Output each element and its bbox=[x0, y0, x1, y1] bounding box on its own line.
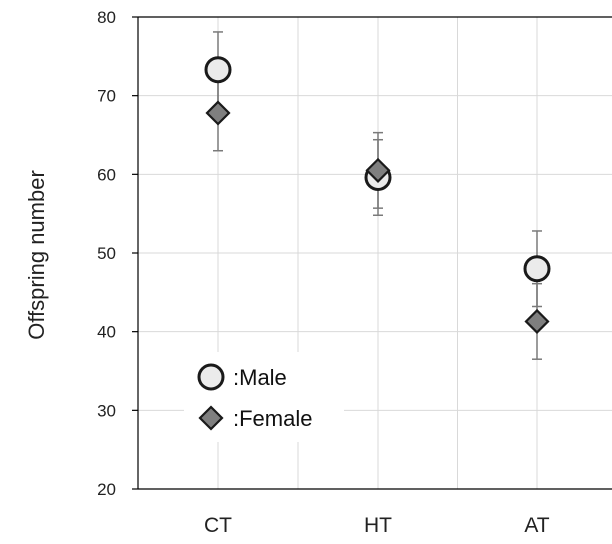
legend-female-marker bbox=[198, 405, 224, 431]
category-labels: CT HT AT bbox=[204, 514, 550, 537]
male-point bbox=[523, 255, 551, 283]
data-markers bbox=[204, 56, 551, 334]
female-point bbox=[524, 308, 550, 334]
y-tick-label: 60 bbox=[97, 165, 116, 184]
y-tick-label: 80 bbox=[97, 8, 116, 27]
female-point bbox=[205, 100, 231, 126]
y-tick-label: 40 bbox=[97, 323, 116, 342]
x-tick-label: AT bbox=[524, 514, 549, 537]
legend: :Male :Female bbox=[184, 352, 344, 442]
male-point bbox=[204, 56, 232, 84]
legend-female-label: :Female bbox=[233, 406, 312, 431]
y-tick-label: 50 bbox=[97, 244, 116, 263]
y-tick-label: 30 bbox=[97, 401, 116, 420]
legend-male-marker bbox=[197, 363, 225, 391]
x-tick-label: HT bbox=[364, 514, 392, 537]
female-point bbox=[365, 157, 391, 183]
y-tick-label: 20 bbox=[97, 480, 116, 499]
y-tick-label: 70 bbox=[97, 87, 116, 106]
legend-male-label: :Male bbox=[233, 365, 287, 390]
y-axis-title: Offspring number bbox=[24, 170, 49, 340]
axes bbox=[132, 16, 612, 490]
tick-labels: 20 30 40 50 60 70 80 bbox=[97, 8, 116, 499]
x-tick-label: CT bbox=[204, 514, 232, 537]
